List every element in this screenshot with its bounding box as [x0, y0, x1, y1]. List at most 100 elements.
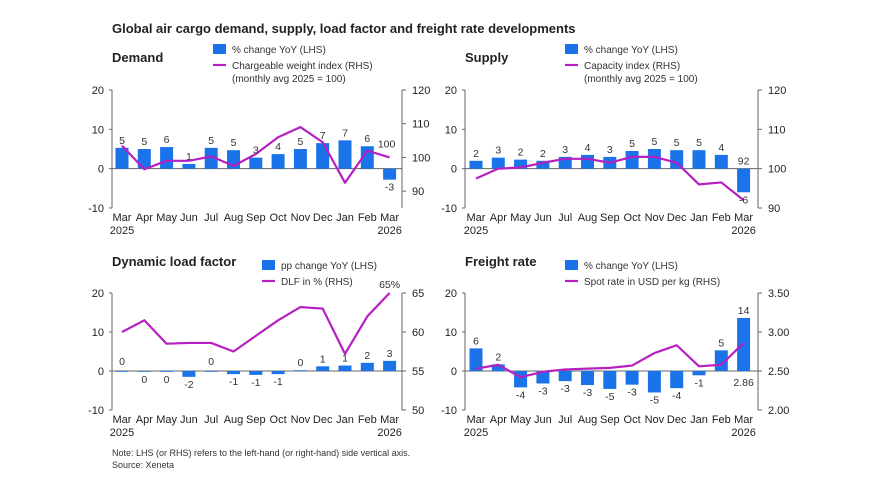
bar [204, 147, 218, 169]
bar-data-label: 0 [297, 357, 303, 369]
x-tick-label: Aug [224, 414, 244, 426]
bar [514, 159, 528, 169]
x-tick-label: Nov [291, 414, 311, 426]
line-end-label: 65% [379, 279, 400, 291]
x-year-label: 2025 [110, 427, 134, 439]
x-tick-label: Nov [645, 414, 665, 426]
bar-data-label: 5 [231, 137, 237, 149]
x-tick-label: Apr [490, 212, 507, 224]
bar [338, 140, 352, 169]
rhs-tick-label: 55 [412, 366, 424, 378]
rhs-tick-label: 65 [412, 288, 424, 300]
x-tick-label: Mar [734, 212, 753, 224]
bar-data-label: 5 [696, 137, 702, 149]
bar [316, 366, 330, 371]
bar-data-label: 5 [718, 337, 724, 349]
bar [383, 168, 397, 180]
bar [625, 150, 639, 169]
bar [625, 371, 639, 385]
legend-bar-swatch [262, 260, 275, 270]
bar [647, 149, 661, 169]
bar [581, 371, 594, 386]
legend-line-label: DLF in % (RHS) [281, 277, 353, 288]
x-tick-label: May [510, 414, 531, 426]
x-tick-label: Dec [313, 212, 333, 224]
lhs-tick-label: -10 [441, 405, 457, 417]
bar-data-label: 2 [540, 148, 546, 160]
bar-data-label: -3 [385, 182, 394, 194]
bar [227, 371, 240, 375]
x-tick-label: Jun [180, 212, 198, 224]
x-tick-label: Jun [180, 414, 198, 426]
bar [137, 371, 151, 372]
bar-data-label: 5 [297, 136, 303, 148]
x-tick-label: Sep [600, 414, 620, 426]
bar [271, 371, 285, 375]
lhs-tick-label: 10 [445, 124, 457, 136]
x-tick-label: Nov [291, 212, 311, 224]
rhs-tick-label: 2.00 [768, 405, 789, 417]
source-text: Source: Xeneta [112, 460, 174, 470]
bar [491, 364, 505, 371]
x-tick-label: Aug [578, 212, 598, 224]
bar-data-label: -5 [650, 394, 659, 406]
x-tick-label: Oct [270, 414, 287, 426]
x-tick-label: Dec [667, 212, 687, 224]
bar-data-label: 5 [141, 136, 147, 148]
x-tick-label: Jan [690, 212, 708, 224]
bar-data-label: 6 [164, 134, 170, 146]
bar-data-label: 6 [473, 335, 479, 347]
bar-data-label: 1 [320, 353, 326, 365]
bar-data-label: 4 [585, 142, 591, 154]
bar-data-label: -1 [229, 376, 238, 388]
x-tick-label: Jan [336, 212, 354, 224]
x-tick-label: May [510, 212, 531, 224]
lhs-tick-label: -10 [441, 203, 457, 215]
bar [670, 371, 684, 389]
bar [737, 317, 751, 371]
bar [316, 143, 330, 169]
bar [737, 168, 751, 193]
bar [469, 160, 483, 169]
bar [558, 156, 572, 169]
lhs-tick-label: 20 [445, 85, 457, 97]
x-year-label: 2026 [731, 427, 755, 439]
bar-data-label: 2 [364, 350, 370, 362]
x-year-label: 2026 [377, 225, 401, 237]
bar [536, 371, 550, 384]
bar [249, 371, 263, 375]
lhs-tick-label: 0 [451, 164, 457, 176]
bar [670, 150, 684, 169]
bar-data-label: -1 [694, 377, 703, 389]
bar-data-label: 0 [208, 356, 214, 368]
bar-data-label: -2 [184, 379, 193, 391]
x-year-label: 2025 [110, 225, 134, 237]
bar [692, 150, 706, 169]
bar-data-label: 5 [651, 136, 657, 148]
bar-data-label: 2 [495, 351, 501, 363]
lhs-tick-label: 10 [445, 327, 457, 339]
bar [137, 149, 151, 169]
bar [360, 362, 374, 371]
x-year-label: 2026 [731, 225, 755, 237]
bar-data-label: 6 [364, 133, 370, 145]
x-tick-label: Mar [380, 212, 399, 224]
bar [293, 370, 307, 372]
legend-bar-swatch [213, 44, 226, 54]
legend-bar-label: % change YoY (LHS) [232, 45, 326, 56]
bar [160, 147, 174, 169]
legend-bar-swatch [565, 44, 578, 54]
rhs-tick-label: 100 [768, 164, 786, 176]
line-end-label: 92 [738, 156, 750, 168]
x-tick-label: Dec [313, 414, 333, 426]
bar [338, 365, 352, 371]
lhs-tick-label: -10 [88, 203, 104, 215]
rhs-tick-label: 3.00 [768, 327, 789, 339]
panel-title: Dynamic load factor [112, 254, 236, 269]
x-tick-label: Mar [467, 212, 486, 224]
line-series [121, 292, 391, 355]
x-tick-label: Jan [336, 414, 354, 426]
x-tick-label: May [156, 212, 177, 224]
x-tick-label: Feb [712, 212, 731, 224]
